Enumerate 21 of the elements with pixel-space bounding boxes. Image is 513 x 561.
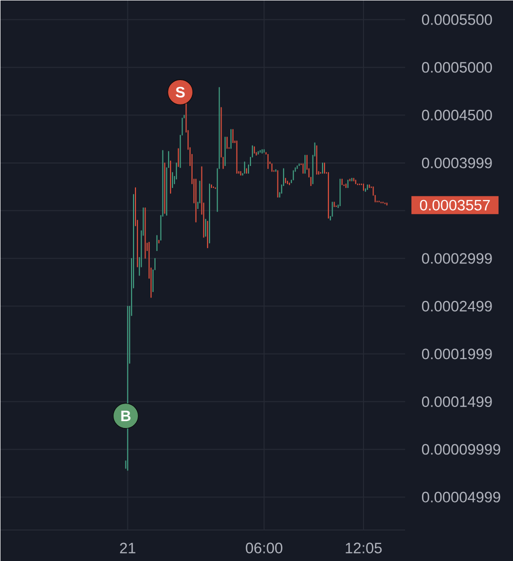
y-tick-label: 0.0005000	[422, 62, 492, 73]
y-tick-label: 0.0004500	[422, 110, 492, 120]
x-tick-label: 06:00	[246, 542, 282, 554]
y-tick-label: 0.0001499	[422, 396, 492, 408]
data-label: B	[121, 410, 130, 422]
candlestick	[267, 154, 269, 169]
y-tick-label: 0.0003999	[422, 158, 492, 168]
y-tick-label: 0.00004999	[422, 492, 500, 502]
y-tick-label: 0.0005500	[422, 14, 492, 25]
x-tick-label: 12:05	[346, 542, 382, 554]
y-tick-label: 0.0002999	[422, 253, 492, 264]
y-tick-label: 0.0002499	[422, 300, 492, 312]
candlestick	[304, 154, 306, 174]
data-label: S	[176, 86, 185, 98]
text: 0.0003557	[420, 200, 490, 210]
x-tick-label: 21	[120, 542, 136, 554]
candlestick	[172, 172, 174, 188]
candlestick	[362, 184, 364, 191]
candlestick	[324, 162, 326, 174]
y-tick-label: 0.0001999	[422, 348, 492, 360]
y-tick-label: 0.00009999	[422, 444, 500, 455]
